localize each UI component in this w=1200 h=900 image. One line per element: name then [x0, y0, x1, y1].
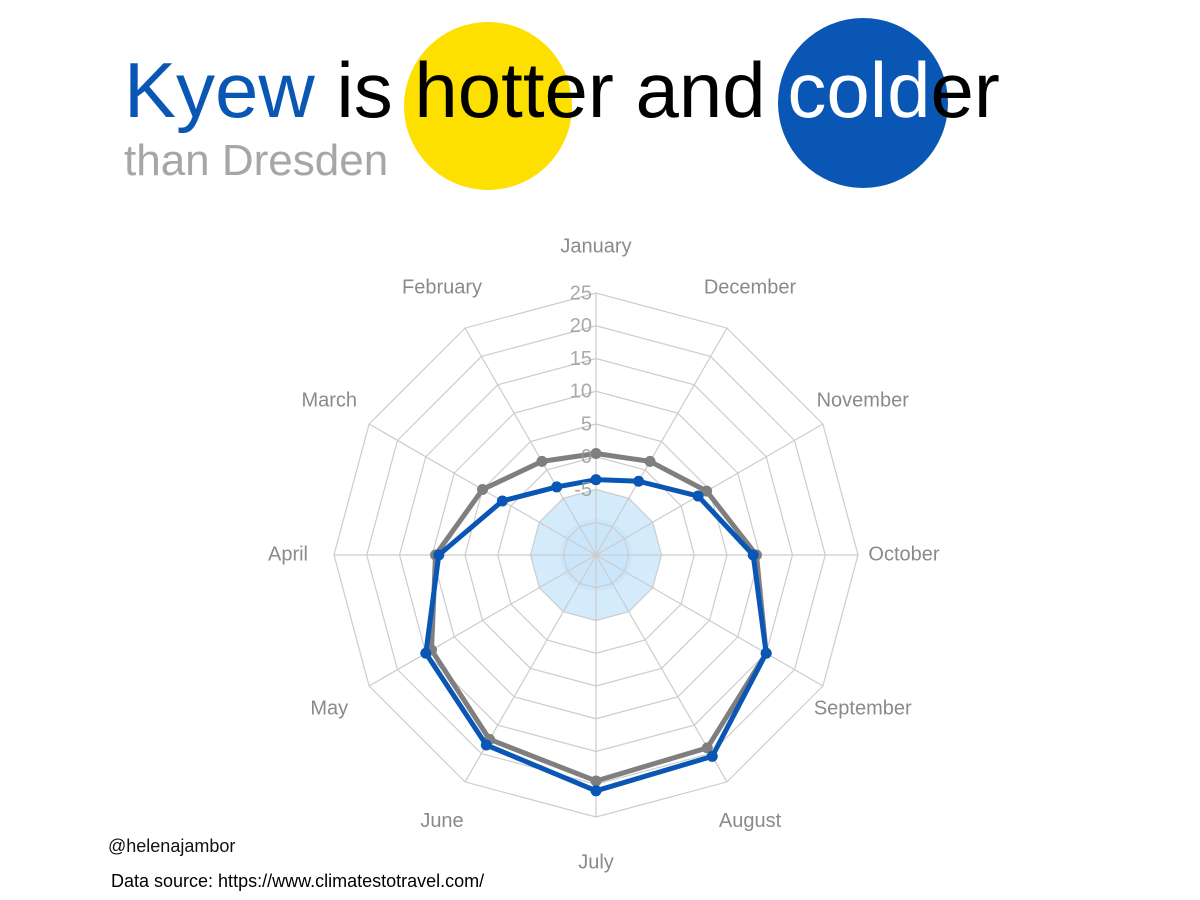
radial-tick-label: 25	[570, 282, 592, 304]
title-er-and: er and	[544, 46, 788, 134]
category-label: February	[402, 277, 482, 299]
grid-spoke	[595, 554, 824, 687]
category-label: October	[868, 543, 939, 565]
category-label: November	[817, 389, 910, 411]
data-point-kyiv	[496, 495, 508, 507]
data-source: Data source: https://www.climatestotrave…	[111, 871, 485, 891]
data-point-kyiv	[692, 490, 704, 502]
data-point-dresden	[701, 485, 713, 497]
author-handle: @helenajambor	[108, 836, 236, 856]
category-label: December	[704, 277, 797, 299]
grid-spoke	[368, 554, 597, 687]
title-er: er	[930, 46, 1000, 134]
category-label: September	[814, 697, 912, 719]
hot-circle	[404, 22, 572, 190]
category-label: March	[301, 389, 357, 411]
chart-title: Kyew is hotter and colder	[124, 42, 1000, 138]
chart-subtitle: than Dresden	[124, 136, 389, 185]
data-point-kyiv	[633, 475, 645, 487]
data-point-kyiv	[706, 750, 718, 762]
category-label: January	[560, 235, 631, 257]
category-label: August	[719, 810, 782, 832]
data-point-dresden	[590, 447, 602, 459]
title-city: Kyew	[124, 46, 315, 134]
data-point-kyiv	[747, 549, 759, 561]
data-point-dresden	[590, 775, 602, 787]
data-point-dresden	[644, 455, 656, 467]
grid-spoke	[464, 327, 597, 556]
category-label: April	[268, 543, 308, 565]
data-point-kyiv	[433, 549, 445, 561]
data-point-dresden	[536, 455, 548, 467]
data-point-kyiv	[480, 739, 492, 751]
grid-spoke	[595, 327, 728, 556]
radial-tick-label: 10	[570, 381, 592, 403]
title-hott: hott	[414, 46, 545, 134]
data-point-kyiv	[420, 647, 432, 659]
title-area: Kyew is hotter and colder than Dresden	[0, 0, 1200, 200]
radial-tick-label: 15	[570, 348, 592, 370]
radial-tick-label: -5	[574, 479, 592, 501]
category-label: June	[420, 810, 463, 832]
data-point-dresden	[701, 742, 713, 754]
data-point-kyiv	[590, 785, 602, 797]
category-label: July	[578, 851, 614, 873]
radial-tick-label: 0	[581, 446, 592, 468]
radial-tick-label: 5	[581, 413, 592, 435]
data-point-kyiv	[551, 481, 563, 493]
title-cold: cold	[787, 46, 931, 134]
cold-circle	[778, 18, 948, 188]
data-point-dresden	[477, 484, 489, 495]
data-point-kyiv	[760, 647, 772, 659]
title-is: is	[314, 46, 415, 134]
data-point-kyiv	[590, 474, 602, 486]
radar-chart: January February March April May June July Augu…	[268, 235, 940, 873]
radial-tick-label: 20	[570, 315, 592, 337]
category-label: May	[310, 697, 348, 719]
